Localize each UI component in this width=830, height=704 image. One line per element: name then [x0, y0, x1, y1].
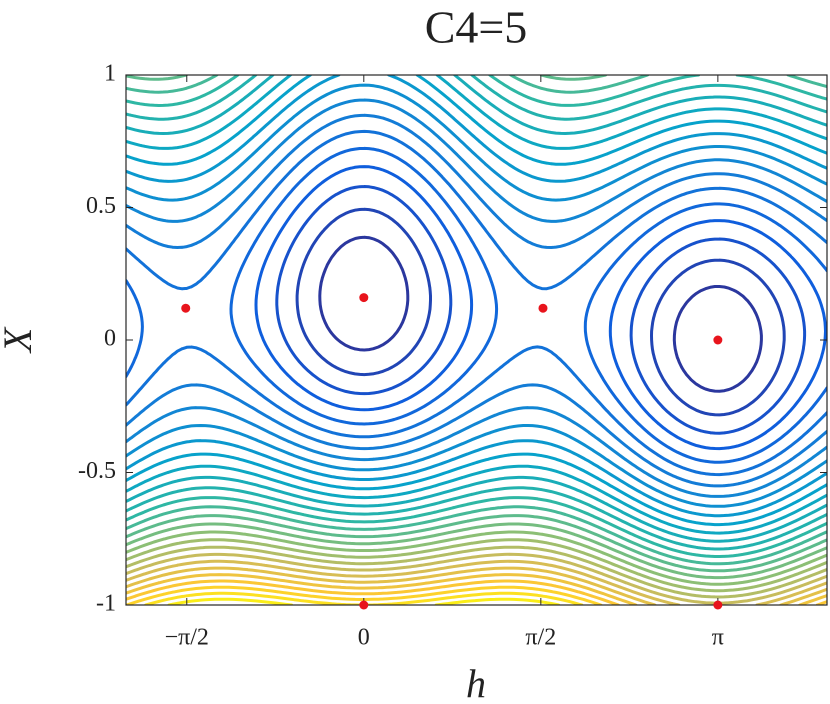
- contour-line: [126, 579, 827, 605]
- contour-line: [126, 75, 827, 573]
- contour-line: [295, 207, 786, 417]
- contour-line: [126, 552, 827, 605]
- contour-line: [126, 75, 827, 527]
- contour-line: [126, 75, 827, 518]
- critical-point: [359, 600, 369, 610]
- critical-point: [538, 303, 548, 313]
- contour-line: [275, 185, 807, 435]
- contour-line: [126, 566, 827, 605]
- contour-line: [126, 146, 827, 464]
- y-tick-label: 0: [104, 326, 116, 352]
- y-tick-label: 1: [104, 61, 116, 87]
- contour-line: [126, 129, 827, 477]
- contour-line: [126, 75, 827, 535]
- contour-line: [126, 559, 827, 605]
- critical-point: [359, 293, 369, 303]
- x-axis-label: h: [466, 661, 486, 704]
- critical-point: [713, 335, 723, 345]
- contour-lines: [126, 75, 827, 605]
- contour-line: [126, 545, 827, 599]
- contour-line: [126, 98, 827, 498]
- y-tick-label: -0.5: [78, 458, 116, 484]
- y-axis-label: X: [0, 326, 40, 354]
- contour-line: [318, 235, 763, 393]
- x-tick-label: π: [712, 625, 724, 651]
- contour-line: [126, 585, 603, 605]
- y-tick-label: 0.5: [86, 193, 116, 219]
- contour-line: [126, 75, 827, 558]
- contour-line: [126, 522, 827, 580]
- contour-line: [126, 530, 827, 586]
- x-tick-label: π/2: [525, 625, 556, 651]
- contour-line: [126, 83, 827, 508]
- x-tick-label: −π/2: [165, 625, 209, 651]
- critical-point: [181, 303, 191, 313]
- contour-line: [126, 538, 827, 593]
- contour-line: [254, 165, 827, 451]
- chart-title: C4=5: [425, 2, 528, 53]
- contour-line: [126, 573, 827, 605]
- contour-line: [126, 75, 827, 551]
- y-tick-label: -1: [96, 591, 116, 617]
- contour-line: [126, 113, 827, 488]
- contour-line: [167, 597, 561, 605]
- contour-line: [126, 75, 827, 566]
- x-tick-label: 0: [358, 625, 370, 651]
- critical-point: [713, 600, 723, 610]
- contour-line: [126, 75, 827, 543]
